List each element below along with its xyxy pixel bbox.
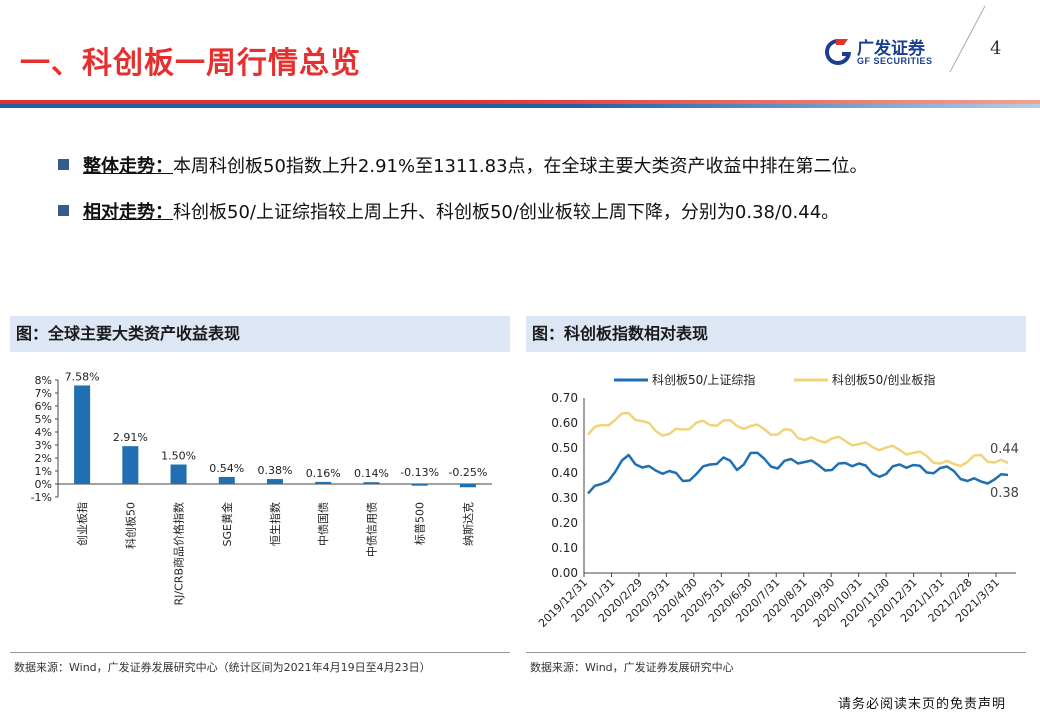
- bar-y-tick-label: 7%: [35, 387, 52, 400]
- legend-label-1: 科创板50/创业板指: [832, 372, 935, 387]
- bar-y-tick-label: 2%: [35, 452, 52, 465]
- bar-value-label: 0.54%: [209, 462, 244, 475]
- bullet-key: 整体走势：: [83, 156, 173, 177]
- bar-4: [267, 479, 283, 484]
- gf-logo-icon: [825, 39, 851, 65]
- bar-7: [411, 484, 428, 486]
- bullet-text: 科创板50/上证综指较上周上升、科创板50/创业板较上周下降，分别为0.38/0…: [173, 202, 840, 223]
- line-y-tick-label: 0.00: [551, 566, 578, 580]
- bullet-relative-trend: 相对走势：科创板50/上证综指较上周上升、科创板50/创业板较上周下降，分别为0…: [58, 198, 839, 224]
- bar-y-tick-label: 8%: [35, 374, 52, 387]
- bullet-square-icon: [58, 159, 69, 170]
- star-index-relative-line-chart: 科创板50/上证综指 科创板50/创业板指 0.70 0.60 0.50 0.40 0.30…: [536, 372, 1019, 630]
- bar-y-tick-label: -1%: [31, 491, 52, 504]
- bullet-key: 相对走势：: [83, 202, 173, 223]
- logo-text-en: GF SECURITIES: [857, 56, 933, 66]
- bullet-text: 本周科创板50指数上升2.91%至1311.83点，在全球主要大类资产收益中排在…: [173, 156, 868, 177]
- bar-y-tick-label: 5%: [35, 413, 52, 426]
- bar-3: [218, 476, 235, 484]
- logo-text-cn: 广发证券: [857, 39, 925, 59]
- line-y-tick-label: 0.30: [551, 491, 578, 505]
- bar-value-label: -0.13%: [400, 466, 439, 479]
- bar-category-label: 中债信用债: [364, 502, 378, 557]
- bullet-square-icon: [58, 205, 69, 216]
- bar-value-label: 7.58%: [65, 370, 100, 383]
- brand-logo: 广发证券 GF SECURITIES: [822, 32, 952, 72]
- line-y-tick-label: 0.20: [551, 516, 578, 530]
- right-panel-title: 图：科创板指数相对表现: [526, 316, 1026, 352]
- header-divider-red: [0, 100, 1040, 104]
- bar-8: [459, 484, 476, 488]
- page-number: 4: [990, 38, 1002, 59]
- disclaimer-text: 请务必阅读末页的免责声明: [838, 697, 1007, 712]
- bar-category-label: 纳斯达克: [462, 502, 475, 546]
- bullet-overall-trend: 整体走势：本周科创板50指数上升2.91%至1311.83点，在全球主要大类资产…: [58, 152, 868, 178]
- bar-y-tick-label: 0%: [35, 478, 52, 491]
- series-end-label-0: 0.38: [990, 486, 1019, 501]
- bar-y-tick-label: 1%: [35, 465, 52, 478]
- bar-y-tick-label: 6%: [35, 400, 52, 413]
- line-y-tick-label: 0.50: [551, 441, 578, 455]
- line-y-tick-label: 0.60: [551, 416, 578, 430]
- series-end-label-1: 0.44: [990, 442, 1019, 457]
- right-source-divider: [526, 652, 1026, 653]
- bar-value-label: 0.38%: [258, 464, 293, 477]
- left-source-divider: [10, 652, 510, 653]
- bar-category-label: 创业板指: [75, 502, 89, 546]
- bar-value-label: 2.91%: [113, 431, 148, 444]
- header-divider-blue: [0, 104, 1040, 108]
- line-y-tick-label: 0.10: [551, 541, 578, 555]
- bar-1: [122, 446, 139, 484]
- series-line-0: [587, 451, 1009, 495]
- bar-category-label: 中债国债: [316, 502, 330, 546]
- line-y-tick-label: 0.70: [551, 391, 578, 405]
- left-panel-title: 图：全球主要大类资产收益表现: [10, 316, 510, 352]
- bar-category-label: RJ/CRB商品价格指数: [172, 502, 186, 605]
- bar-6: [363, 482, 380, 484]
- series-line-1: [587, 411, 1009, 468]
- bar-5: [315, 481, 332, 484]
- bar-0: [74, 385, 91, 484]
- left-source-note: 数据来源：Wind，广发证券发展研究中心（统计区间为2021年4月19日至4月2…: [14, 661, 431, 674]
- line-y-tick-label: 0.40: [551, 466, 578, 480]
- bar-category-label: 标普500: [413, 502, 427, 545]
- bar-value-label: 0.16%: [306, 467, 341, 480]
- asset-returns-bar-chart: 8%7%6%5%4%3%2%1%0%-1% 7.58% 创业板指 2.91% 科创板50…: [31, 370, 492, 605]
- bar-category-label: 科创板50: [123, 502, 137, 549]
- bar-category-label: SGE黄金: [220, 502, 234, 546]
- page-title: 一、科创板一周行情总览: [20, 46, 361, 81]
- legend-label-0: 科创板50/上证综指: [652, 372, 755, 387]
- right-source-note: 数据来源：Wind，广发证券发展研究中心: [530, 661, 734, 674]
- bar-value-label: 1.50%: [161, 450, 196, 463]
- bar-y-tick-label: 4%: [35, 426, 52, 439]
- bar-y-tick-label: 3%: [35, 439, 52, 452]
- bar-value-label: -0.25%: [448, 466, 487, 479]
- bar-value-label: 0.14%: [354, 467, 389, 480]
- header-slash-decoration: [949, 5, 986, 73]
- bar-category-label: 恒生指数: [268, 502, 282, 546]
- bar-2: [170, 464, 187, 484]
